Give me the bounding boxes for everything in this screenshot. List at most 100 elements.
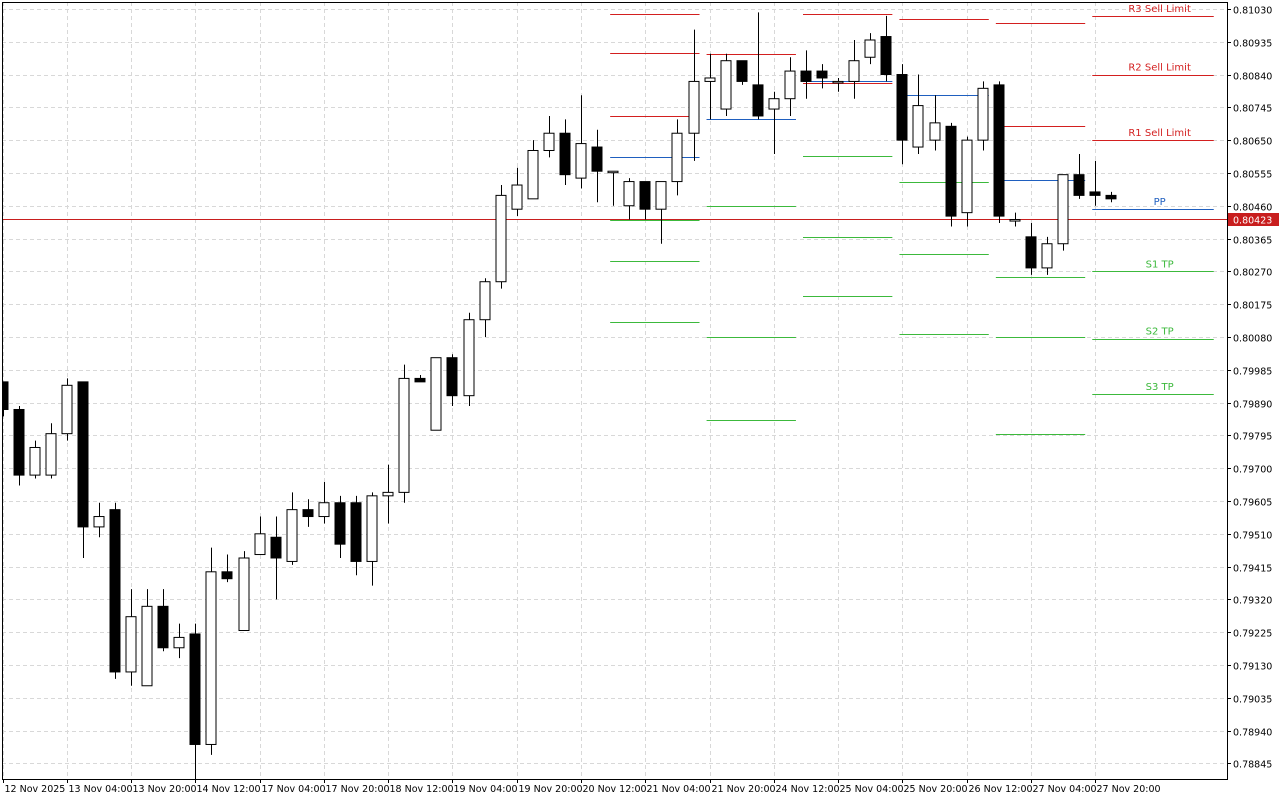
y-tick-label: 0.81030	[1233, 6, 1272, 17]
candle	[880, 15, 892, 82]
candle-body-bullish	[929, 122, 941, 141]
candle	[768, 91, 780, 154]
candle	[784, 57, 796, 116]
candle-body-bullish	[1009, 219, 1021, 222]
candle-body-bearish	[334, 502, 346, 545]
candle-body-bullish	[1041, 243, 1053, 269]
candle	[2, 381, 9, 417]
x-tick-label: 13 Nov 20:00	[133, 784, 197, 795]
candle	[254, 516, 266, 556]
candle-body-bearish	[157, 605, 169, 649]
candle	[77, 381, 89, 558]
candle-body-bearish	[221, 571, 233, 580]
candle-body-bullish	[93, 516, 105, 528]
candle-body-bearish	[350, 502, 362, 562]
candle	[1041, 236, 1053, 275]
candle-body-bullish	[688, 80, 700, 134]
candle-body-bearish	[639, 181, 651, 210]
y-tick-label: 0.79890	[1233, 400, 1272, 411]
x-tick-label: 18 Nov 12:00	[390, 784, 454, 795]
level-label-s1: S1 TP	[1146, 259, 1174, 270]
candle	[623, 178, 635, 220]
candle-body-bullish	[125, 616, 137, 673]
y-tick-label: 0.80745	[1233, 104, 1272, 115]
candle-body-bearish	[2, 381, 9, 410]
candles	[2, 12, 1117, 779]
candle	[993, 81, 1005, 224]
candle	[13, 406, 25, 486]
candle	[221, 554, 233, 583]
candle-body-bullish	[61, 384, 73, 435]
candle-body-bullish	[29, 446, 41, 476]
candle	[366, 492, 378, 586]
candle-body-bullish	[511, 184, 523, 210]
y-tick-label: 0.80650	[1233, 137, 1272, 148]
y-tick-label: 0.80840	[1233, 72, 1272, 83]
candle-body-bullish	[704, 77, 716, 82]
candle-body-bullish	[768, 98, 780, 110]
candle	[29, 440, 41, 479]
candle	[816, 64, 828, 89]
y-tick-label: 0.80935	[1233, 39, 1272, 50]
candle-body-bullish	[173, 636, 185, 649]
y-tick-label: 0.80365	[1233, 236, 1272, 247]
candle-body-bearish	[559, 132, 571, 176]
candle	[543, 115, 555, 158]
x-tick-label: 21 Nov 04:00	[647, 784, 711, 795]
candle	[671, 119, 683, 196]
candle-body-bullish	[848, 60, 860, 82]
x-tick-label: 14 Nov 12:00	[197, 784, 261, 795]
candle	[929, 95, 941, 151]
candle-body-bullish	[366, 495, 378, 562]
candle	[945, 122, 957, 227]
candle-body-bullish	[398, 377, 410, 493]
x-tick-label: 25 Nov 20:00	[904, 784, 968, 795]
candle	[286, 492, 298, 565]
candle	[559, 119, 571, 186]
candle-body-bullish	[286, 509, 298, 562]
candle	[350, 495, 362, 576]
candle	[607, 170, 619, 206]
x-tick-label: 19 Nov 20:00	[519, 784, 583, 795]
x-tick-label: 21 Nov 20:00	[712, 784, 776, 795]
y-tick-label: 0.80460	[1233, 203, 1272, 214]
current-price-tag-bg	[1228, 213, 1279, 226]
level-label-s2: S2 TP	[1146, 327, 1174, 338]
candle-body-bullish	[318, 502, 330, 518]
candle	[720, 53, 732, 116]
candle	[527, 140, 539, 200]
candle	[238, 551, 250, 632]
y-tick-label: 0.79985	[1233, 367, 1272, 378]
candle-body-bearish	[270, 536, 282, 559]
x-tick-label: 27 Nov 20:00	[1097, 784, 1161, 795]
candle	[864, 33, 876, 65]
candle-body-bullish	[527, 149, 539, 200]
candle-body-bullish	[238, 557, 250, 632]
candle-body-bearish	[591, 146, 603, 172]
level-label-r2: R2 Sell Limit	[1128, 63, 1191, 74]
candle	[414, 374, 426, 383]
y-tick-label: 0.80270	[1233, 268, 1272, 279]
candle	[495, 185, 507, 289]
candle	[334, 495, 346, 558]
level-label-r1: R1 Sell Limit	[1128, 128, 1191, 139]
y-tick-label: 0.78940	[1233, 728, 1272, 739]
candle	[270, 516, 282, 600]
candle-body-bearish	[109, 509, 121, 673]
candle-body-bullish	[784, 70, 796, 100]
candle	[511, 167, 523, 217]
candle-body-bullish	[45, 433, 57, 476]
candle	[977, 81, 989, 151]
candle	[109, 502, 121, 679]
y-tick-label: 0.79510	[1233, 531, 1272, 542]
candle-body-bearish	[1105, 194, 1117, 200]
candle-body-bearish	[800, 70, 812, 82]
candle	[1073, 153, 1085, 199]
level-label-pp: PP	[1154, 197, 1166, 208]
y-tick-label: 0.79130	[1233, 662, 1272, 673]
candle-body-bullish	[430, 357, 442, 431]
y-tick-label: 0.79415	[1233, 564, 1272, 575]
candle	[639, 181, 651, 220]
